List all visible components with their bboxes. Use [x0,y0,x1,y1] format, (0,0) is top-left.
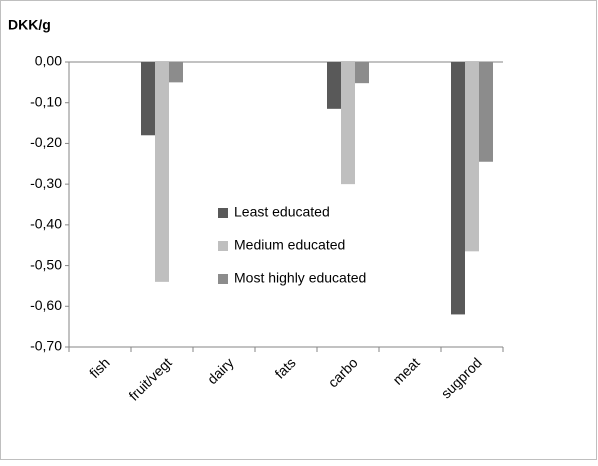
y-tick-label: -0,70 [30,338,62,354]
y-tick-label: -0,60 [30,297,62,313]
bar [465,62,479,252]
bar [479,62,493,162]
legend-swatch [218,241,228,251]
y-tick-label: -0,40 [30,216,62,232]
bar [155,62,169,282]
legend-swatch [218,208,228,218]
bar [451,62,465,315]
legend-label: Most highly educated [234,270,366,286]
y-tick-label: -0,30 [30,175,62,191]
y-tick-label: -0,10 [30,93,62,109]
legend-swatch [218,274,228,284]
legend-label: Least educated [234,204,330,220]
y-tick-label: 0,00 [35,53,62,69]
legend-label: Medium educated [234,237,345,253]
y-tick-label: -0,50 [30,256,62,272]
y-tick-label: -0,20 [30,134,62,150]
bar [355,62,369,84]
bar [169,62,183,83]
bar [141,62,155,136]
bar [327,62,341,109]
chart-title: DKK/g [8,17,51,33]
bar [341,62,355,185]
